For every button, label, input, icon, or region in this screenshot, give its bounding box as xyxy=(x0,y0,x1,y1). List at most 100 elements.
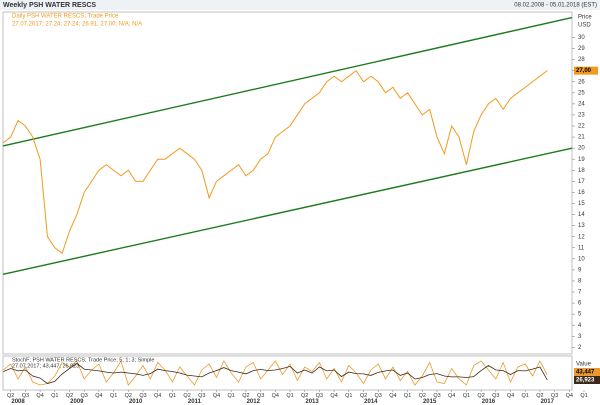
x-tick-label: Q4 xyxy=(448,393,455,399)
y-axis-unit: USD xyxy=(578,23,591,29)
y-tick-label: 13 xyxy=(578,223,585,229)
year-label: 2012 xyxy=(247,399,261,405)
year-label: 2014 xyxy=(364,399,378,405)
x-tick-label: Q2 xyxy=(7,393,14,399)
y-tick-label: 15 xyxy=(578,201,585,207)
y-tick-label: 10 xyxy=(578,256,585,262)
stoch-badge xyxy=(574,368,600,376)
current-price-badge xyxy=(574,66,598,75)
x-tick-label: Q1 xyxy=(169,393,176,399)
title-bar xyxy=(0,0,600,10)
stoch-axis-label: Value xyxy=(576,362,592,368)
x-tick-label: Q4 xyxy=(272,393,279,399)
y-tick-label: 12 xyxy=(578,234,585,240)
year-label: 2010 xyxy=(129,399,143,405)
y-tick-label: 11 xyxy=(578,245,585,251)
x-tick-label: Q2 xyxy=(301,393,308,399)
x-tick-label: Q3 xyxy=(198,393,205,399)
x-tick-label: Q3 xyxy=(22,393,29,399)
y-tick-label: 25 xyxy=(578,90,585,96)
stoch-line xyxy=(3,362,548,384)
x-tick-label: Q4 xyxy=(95,393,102,399)
channel-line xyxy=(2,147,573,275)
x-tick-label: Q4 xyxy=(389,393,396,399)
stoch-line xyxy=(3,360,548,386)
stoch-badge-label: 26,923 xyxy=(576,378,595,384)
year-label: 2008 xyxy=(11,399,25,405)
chart-title: Weekly PSH WATER RESCS xyxy=(3,2,96,9)
current-price-label: 27,00 xyxy=(576,68,592,74)
y-tick-label: 18 xyxy=(578,168,585,174)
x-tick-label: Q1 xyxy=(404,393,411,399)
y-tick-label: 9 xyxy=(578,267,582,273)
x-tick-label: Q3 xyxy=(375,393,382,399)
y-tick-label: 17 xyxy=(578,179,585,185)
x-tick-label: Q3 xyxy=(551,393,558,399)
y-tick-label: 24 xyxy=(578,101,585,107)
y-tick-label: 20 xyxy=(578,146,585,152)
x-tick-label: Q2 xyxy=(536,393,543,399)
x-tick-label: Q1 xyxy=(522,393,529,399)
x-tick-label: Q4 xyxy=(507,393,514,399)
x-tick-label: Q4 xyxy=(213,393,220,399)
x-tick-label: Q3 xyxy=(257,393,264,399)
year-label: 2013 xyxy=(305,399,319,405)
x-tick-label: Q1 xyxy=(345,393,352,399)
x-tick-label: Q1 xyxy=(580,393,587,399)
x-tick-label: Q3 xyxy=(316,393,323,399)
y-tick-label: 21 xyxy=(578,135,585,141)
stoch-info: 27.07.2017; 43,447; 26,923 xyxy=(12,363,79,369)
x-tick-label: Q4 xyxy=(154,393,161,399)
legend-info: 27.07.2017; 27.24; 27.24; 26.91; 27.00; … xyxy=(12,22,142,28)
y-tick-label: 28 xyxy=(578,57,585,63)
date-range: 08.02.2008 - 05.01.2018 (EST) xyxy=(514,3,597,9)
x-tick-label: Q2 xyxy=(477,393,484,399)
x-tick-label: Q1 xyxy=(228,393,235,399)
x-tick-label: Q1 xyxy=(110,393,117,399)
channel-line xyxy=(2,16,573,147)
stoch-badge-label: 43,447 xyxy=(576,370,595,376)
x-tick-label: Q4 xyxy=(330,393,337,399)
price-line xyxy=(3,69,548,255)
y-tick-label: 23 xyxy=(578,113,585,119)
y-tick-label: 2 xyxy=(578,345,582,351)
y-tick-label: 26 xyxy=(578,79,585,85)
y-tick-label: 29 xyxy=(578,46,585,52)
y-tick-label: 19 xyxy=(578,157,585,163)
y-tick-label: 16 xyxy=(578,190,585,196)
y-tick-label: 4 xyxy=(578,323,582,329)
x-tick-label: Q2 xyxy=(125,393,132,399)
stoch-panel xyxy=(2,355,573,391)
stoch-title: StochF; PSH WATER RESCS; Trade Price; 5;… xyxy=(12,357,154,363)
x-tick-label: Q2 xyxy=(360,393,367,399)
x-tick-label: Q1 xyxy=(463,393,470,399)
year-label: 2009 xyxy=(70,399,84,405)
year-label: 2015 xyxy=(423,399,437,405)
x-tick-label: Q4 xyxy=(566,393,573,399)
year-label: 2011 xyxy=(188,399,202,405)
y-tick-label: 7 xyxy=(578,290,582,296)
x-tick-label: Q2 xyxy=(242,393,249,399)
y-tick-label: 6 xyxy=(578,301,582,307)
year-label: 2017 xyxy=(541,399,555,405)
y-tick-label: 3 xyxy=(578,334,582,340)
year-label: 2016 xyxy=(482,399,496,405)
y-tick-label: 14 xyxy=(578,212,585,218)
price-panel xyxy=(2,11,573,355)
legend-entry: Daily PSH WATER RESCS; Trade Price xyxy=(12,14,119,20)
y-axis-label: Price xyxy=(578,15,592,21)
x-tick-label: Q1 xyxy=(51,393,58,399)
x-tick-label: Q1 xyxy=(286,393,293,399)
x-tick-label: Q4 xyxy=(36,393,43,399)
x-tick-label: Q3 xyxy=(81,393,88,399)
y-tick-label: 22 xyxy=(578,124,585,130)
x-tick-label: Q2 xyxy=(419,393,426,399)
y-tick-label: 30 xyxy=(578,35,585,41)
x-tick-label: Q3 xyxy=(492,393,499,399)
y-tick-label: 5 xyxy=(578,312,582,318)
x-tick-label: Q3 xyxy=(139,393,146,399)
x-tick-label: Q2 xyxy=(183,393,190,399)
y-tick-label: 8 xyxy=(578,279,582,285)
stoch-badge xyxy=(574,376,600,384)
